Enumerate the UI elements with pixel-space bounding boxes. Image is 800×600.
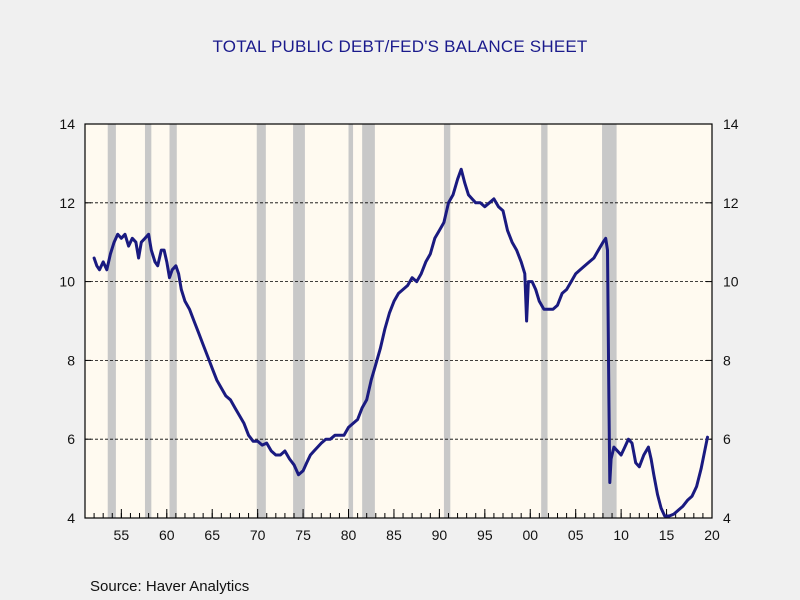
recession-shading <box>85 124 712 518</box>
y-tick-label-left: 10 <box>59 274 75 290</box>
recession-bar <box>293 124 305 518</box>
y-tick-label-left: 14 <box>59 116 75 132</box>
y-tick-label-right: 12 <box>723 195 739 211</box>
x-tick-label: 95 <box>477 527 493 543</box>
recession-bar <box>144 124 152 518</box>
x-tick-label: 85 <box>386 527 402 543</box>
x-tick-label: 75 <box>295 527 311 543</box>
x-tick-label: 90 <box>432 527 448 543</box>
recession-bar <box>256 124 266 518</box>
x-tick-label: 05 <box>568 527 584 543</box>
source-note: Source: Haver Analytics <box>90 578 250 595</box>
x-tick-label: 10 <box>613 527 629 543</box>
tick-labels: 4 4 6 6 8 8 10 10 12 12 14 14 55 60 65 70 75 80 85 90 95 00 05… <box>59 116 738 543</box>
x-tick-label: 65 <box>204 527 220 543</box>
series-layer <box>92 167 709 518</box>
y-tick-label-right: 8 <box>723 352 731 368</box>
y-tick-label-right: 6 <box>723 431 731 447</box>
y-tick-label-left: 12 <box>59 195 75 211</box>
x-tick-label: 60 <box>159 527 175 543</box>
chart-title: TOTAL PUBLIC DEBT/FED'S BALANCE SHEET <box>212 37 588 56</box>
x-tick-label: 15 <box>659 527 675 543</box>
recession-bar <box>169 124 177 518</box>
plot-background <box>85 124 712 518</box>
plot-frame <box>84 123 713 519</box>
recession-bar <box>541 124 548 518</box>
x-tick-label: 55 <box>114 527 130 543</box>
series-line <box>92 167 709 518</box>
y-tick-label-left: 6 <box>67 431 75 447</box>
x-tick-label: 00 <box>522 527 538 543</box>
y-tick-label-right: 14 <box>723 116 739 132</box>
x-tick-label: 20 <box>704 527 720 543</box>
axes <box>84 123 713 519</box>
x-tick-label: 80 <box>341 527 357 543</box>
recession-bar <box>107 124 116 518</box>
y-tick-label-left: 8 <box>67 352 75 368</box>
recession-bar <box>348 124 354 518</box>
y-tick-label-right: 4 <box>723 510 731 526</box>
y-tick-label-left: 4 <box>67 510 75 526</box>
y-tick-label-right: 10 <box>723 274 739 290</box>
x-tick-label: 70 <box>250 527 266 543</box>
recession-bar <box>362 124 375 518</box>
recession-bar <box>443 124 451 518</box>
